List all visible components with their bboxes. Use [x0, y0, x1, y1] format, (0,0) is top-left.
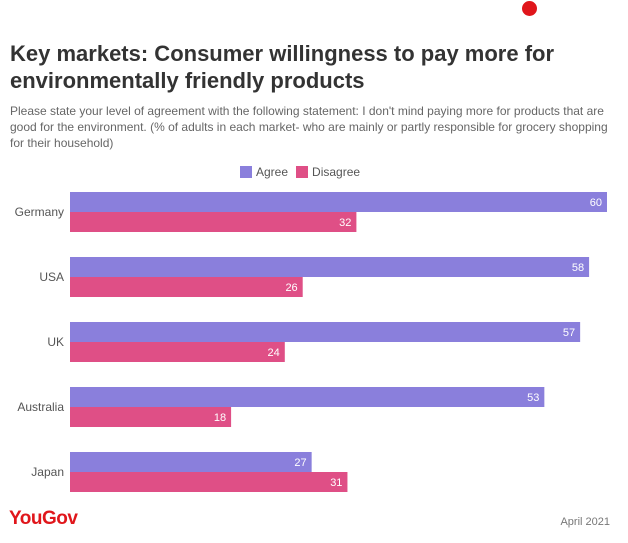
- bar-value-label: 60: [590, 197, 602, 209]
- bar-agree-japan[interactable]: [70, 452, 312, 472]
- bar-disagree-uk[interactable]: [70, 342, 285, 362]
- chart-subtitle: Please state your level of agreement wit…: [10, 104, 608, 150]
- bar-value-label: 57: [563, 327, 575, 339]
- bar-agree-usa[interactable]: [70, 257, 590, 277]
- bar-agree-uk[interactable]: [70, 322, 581, 342]
- bar-value-label: 27: [294, 457, 306, 469]
- bar-agree-australia[interactable]: [70, 387, 545, 407]
- category-label: Australia: [17, 400, 64, 414]
- category-label: USA: [39, 270, 64, 284]
- bar-value-label: 53: [527, 392, 539, 404]
- legend-label-agree: Agree: [256, 165, 289, 179]
- bar-disagree-japan[interactable]: [70, 472, 348, 492]
- bar-value-label: 32: [339, 217, 351, 229]
- category-label: Japan: [31, 465, 64, 479]
- category-label: Germany: [15, 205, 64, 219]
- legend: Agree Disagree: [240, 165, 368, 179]
- source-date: April 2021: [560, 516, 610, 528]
- legend-label-disagree: Disagree: [312, 165, 361, 179]
- bar-disagree-australia[interactable]: [70, 407, 232, 427]
- bar-value-label: 31: [330, 477, 342, 489]
- yougov-logo: YouGov: [9, 508, 78, 529]
- bar-disagree-germany[interactable]: [70, 212, 357, 232]
- legend-swatch-disagree: [296, 166, 309, 178]
- bar-value-label: 26: [285, 282, 297, 294]
- legend-swatch-agree: [240, 166, 252, 178]
- brand-dot: [522, 1, 537, 16]
- legend-item-disagree[interactable]: Disagree: [296, 165, 360, 179]
- chart-title: Key markets: Consumer willingness to pay…: [10, 41, 555, 93]
- bar-disagree-usa[interactable]: [70, 277, 303, 297]
- bar-value-label: 24: [268, 347, 280, 359]
- bar-value-label: 18: [214, 412, 226, 424]
- legend-item-agree[interactable]: Agree: [240, 165, 288, 179]
- bar-value-label: 58: [572, 262, 584, 274]
- category-label: UK: [47, 335, 64, 349]
- bar-agree-germany[interactable]: [70, 192, 607, 212]
